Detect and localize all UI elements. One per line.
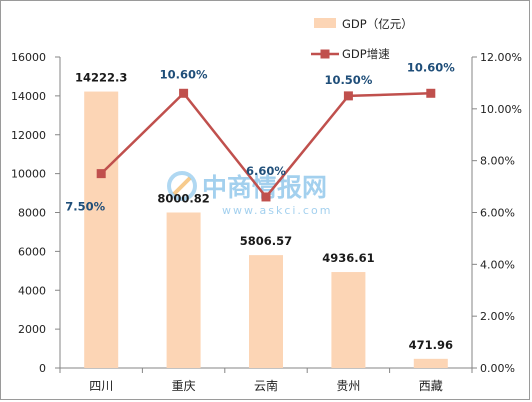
gdp-bar bbox=[413, 358, 448, 368]
right-tick-label: 12.00% bbox=[480, 51, 522, 64]
gdp-growth-marker bbox=[426, 88, 436, 98]
gdp-growth-marker bbox=[261, 192, 271, 202]
left-tick-label: 0 bbox=[39, 362, 46, 375]
right-tick-label: 6.00% bbox=[480, 207, 515, 220]
gdp-bar-label: 8000.82 bbox=[157, 191, 209, 205]
gdp-growth-marker bbox=[179, 88, 189, 98]
right-tick-label: 8.00% bbox=[480, 155, 515, 168]
left-tick-label: 6000 bbox=[18, 245, 46, 258]
watermark-logo-icon bbox=[167, 171, 197, 201]
category-label: 云南 bbox=[254, 378, 278, 393]
legend-line-label: GDP增速 bbox=[342, 47, 390, 61]
category-label: 贵州 bbox=[336, 379, 360, 393]
gdp-growth-label: 10.60% bbox=[407, 60, 455, 74]
left-tick-label: 12000 bbox=[11, 129, 46, 142]
gdp-bar bbox=[331, 272, 366, 368]
category-label: 重庆 bbox=[172, 379, 196, 393]
left-tick-label: 2000 bbox=[18, 323, 46, 336]
right-tick-label: 10.00% bbox=[480, 103, 522, 116]
gdp-bar bbox=[84, 91, 119, 368]
gdp-growth-label: 10.60% bbox=[160, 67, 208, 81]
gdp-bar-label: 4936.61 bbox=[322, 251, 374, 265]
gdp-bar-label: 471.96 bbox=[409, 338, 453, 352]
left-tick-label: 8000 bbox=[18, 207, 46, 220]
gdp-bar bbox=[249, 255, 283, 368]
gdp-growth-label: 10.50% bbox=[324, 73, 372, 87]
legend-bar-swatch bbox=[314, 18, 336, 28]
gdp-growth-label: 7.50% bbox=[65, 200, 105, 214]
left-tick-label: 4000 bbox=[18, 284, 46, 297]
category-label: 四川 bbox=[89, 379, 113, 393]
gdp-bar bbox=[166, 212, 201, 368]
watermark-url: www.askci.com bbox=[222, 204, 332, 217]
gdp-growth-marker bbox=[343, 91, 353, 101]
gdp-growth-label: 6.60% bbox=[246, 164, 286, 178]
left-tick-label: 16000 bbox=[11, 51, 46, 64]
watermark-logo-stroke-icon bbox=[172, 176, 192, 196]
legend-bar-label: GDP（亿元） bbox=[342, 17, 413, 31]
legend-line-marker bbox=[320, 49, 330, 59]
gdp-bar-label: 5806.57 bbox=[240, 234, 292, 248]
gdp-growth-marker bbox=[96, 169, 106, 179]
gdp-bar-label: 14222.3 bbox=[75, 71, 127, 85]
right-tick-label: 4.00% bbox=[480, 258, 515, 271]
left-tick-label: 10000 bbox=[11, 168, 46, 181]
right-tick-label: 0.00% bbox=[480, 362, 515, 375]
right-tick-label: 2.00% bbox=[480, 310, 515, 323]
category-label: 西藏 bbox=[419, 379, 443, 393]
left-tick-label: 14000 bbox=[11, 90, 46, 103]
